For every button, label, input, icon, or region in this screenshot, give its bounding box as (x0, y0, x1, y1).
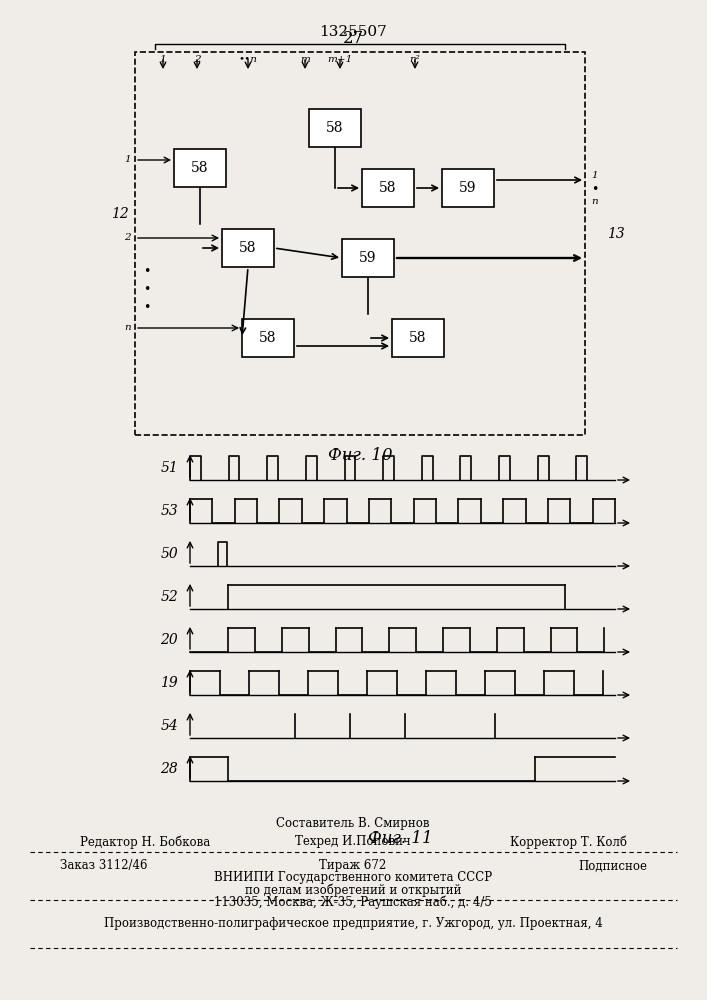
Text: 50: 50 (160, 547, 178, 561)
Bar (242, 319, 294, 357)
Text: 54: 54 (160, 719, 178, 733)
Text: n: n (591, 198, 597, 207)
Text: Подписное: Подписное (578, 859, 647, 872)
Text: Техред И.Попович: Техред И.Попович (295, 836, 411, 848)
Text: 12: 12 (111, 207, 129, 221)
Text: 59: 59 (460, 181, 477, 195)
Bar (362, 169, 414, 207)
Text: 58: 58 (379, 181, 397, 195)
Text: 51: 51 (160, 461, 178, 475)
Bar (392, 319, 444, 357)
Text: Редактор Н. Бобкова: Редактор Н. Бобкова (80, 835, 210, 849)
Bar (309, 109, 361, 147)
Text: Фиг. 11: Фиг. 11 (368, 830, 432, 847)
Text: 58: 58 (192, 161, 209, 175)
Bar (135, 52, 585, 435)
Bar (174, 149, 226, 187)
Text: 1: 1 (591, 172, 597, 180)
Text: 1: 1 (160, 55, 166, 64)
Text: Тираж 672: Тираж 672 (320, 859, 387, 872)
Text: •
•
•: • • • (143, 265, 151, 314)
Text: 113035, Москва, Ж-35, Раушская наб., д. 4/5: 113035, Москва, Ж-35, Раушская наб., д. … (214, 895, 492, 909)
Text: 28: 28 (160, 762, 178, 776)
Text: Корректор Т. Колб: Корректор Т. Колб (510, 835, 627, 849)
Text: ••n: ••n (238, 55, 257, 64)
Text: m+1: m+1 (327, 55, 353, 64)
Text: •: • (591, 184, 598, 196)
Text: 20: 20 (160, 633, 178, 647)
Text: 13: 13 (607, 227, 625, 240)
Text: 58: 58 (239, 241, 257, 255)
Bar (442, 169, 494, 207)
Text: 1325507: 1325507 (319, 25, 387, 39)
Text: n: n (124, 324, 131, 332)
Text: Составитель В. Смирнов: Составитель В. Смирнов (276, 818, 430, 830)
Text: 27: 27 (342, 30, 363, 47)
Bar (222, 229, 274, 267)
Text: 58: 58 (259, 331, 276, 345)
Text: 58: 58 (326, 121, 344, 135)
Text: 59: 59 (359, 251, 377, 265)
Text: 1: 1 (124, 155, 131, 164)
Text: по делам изобретений и открытий: по делам изобретений и открытий (245, 883, 461, 897)
Text: m: m (300, 55, 310, 64)
Text: 2: 2 (124, 233, 131, 242)
Text: 53: 53 (160, 504, 178, 518)
Text: Производственно-полиграфическое предприятие, г. Ужгород, ул. Проектная, 4: Производственно-полиграфическое предприя… (104, 918, 602, 930)
Text: 52: 52 (160, 590, 178, 604)
Text: Фиг. 10: Фиг. 10 (327, 447, 392, 464)
Bar (342, 239, 394, 277)
Text: ВНИИПИ Государственного комитета СССР: ВНИИПИ Государственного комитета СССР (214, 871, 492, 884)
Text: n²: n² (409, 55, 421, 64)
Text: Заказ 3112/46: Заказ 3112/46 (60, 859, 148, 872)
Text: 2: 2 (194, 55, 200, 64)
Text: 19: 19 (160, 676, 178, 690)
Text: 58: 58 (409, 331, 427, 345)
